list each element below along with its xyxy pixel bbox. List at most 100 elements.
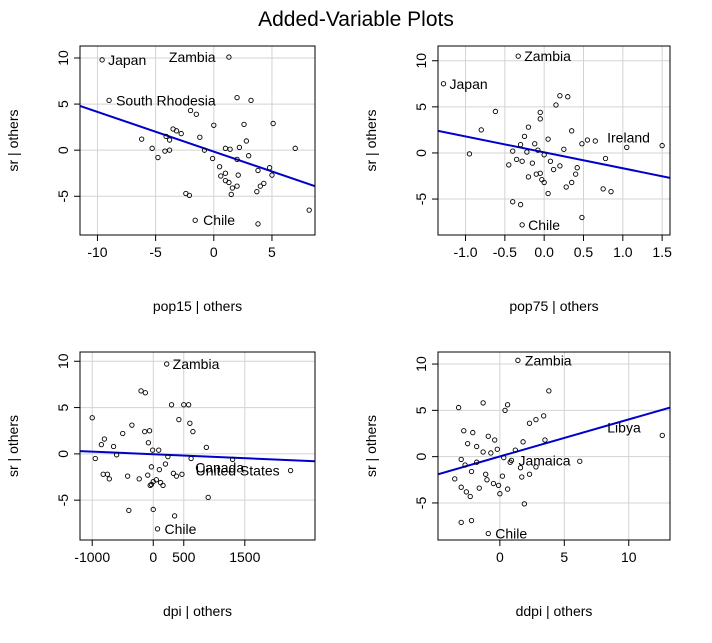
data-point	[110, 443, 117, 450]
point-label: Zambia	[169, 49, 216, 65]
data-point	[507, 459, 513, 465]
data-point	[526, 420, 533, 426]
data-point	[266, 165, 273, 171]
data-point	[138, 388, 144, 394]
data-point	[480, 400, 486, 406]
data-point	[229, 456, 236, 463]
data-point	[162, 148, 168, 154]
y-tick-label: 5	[413, 406, 429, 414]
plot-frame	[437, 45, 671, 236]
point-label: Chile	[165, 521, 197, 537]
data-point	[525, 124, 532, 130]
data-point	[168, 402, 175, 408]
data-point	[584, 137, 591, 143]
data-point	[553, 102, 559, 108]
data-point	[236, 144, 243, 151]
data-point	[466, 151, 473, 157]
point-label: Chile	[528, 217, 560, 233]
point-label: Zambia	[173, 356, 220, 372]
x-tick-label: -5	[149, 244, 162, 260]
data-point	[557, 93, 563, 99]
data-point	[142, 390, 148, 396]
data-point	[211, 122, 217, 128]
data-point	[148, 481, 155, 488]
data-point	[178, 130, 184, 137]
data-point	[226, 179, 232, 186]
data-point	[170, 470, 177, 476]
point-label: Zambia	[525, 352, 572, 368]
data-point	[153, 477, 159, 483]
x-tick-label: -1000	[74, 549, 110, 565]
data-point	[495, 482, 502, 489]
data-point	[480, 449, 486, 455]
data-point	[139, 136, 145, 142]
data-point	[474, 443, 480, 450]
data-point	[145, 472, 151, 478]
x-tick-label: -1.0	[453, 244, 477, 260]
data-point	[254, 189, 260, 195]
point-label: Jamaica	[518, 452, 570, 468]
data-point	[519, 474, 525, 480]
y-axis-label: sr | others	[5, 415, 21, 477]
data-point	[533, 416, 539, 423]
y-tick-label: 10	[413, 356, 429, 372]
x-tick-label: 5	[560, 549, 568, 565]
data-point	[464, 441, 471, 447]
point-label: Ireland	[607, 130, 650, 146]
data-point	[98, 441, 105, 448]
data-point	[306, 207, 312, 213]
data-point	[241, 121, 247, 128]
data-point	[222, 170, 229, 176]
data-point	[517, 201, 524, 208]
data-point	[270, 120, 276, 127]
data-point	[467, 493, 473, 500]
y-tick-label: -5	[413, 193, 429, 206]
regression-line	[438, 406, 670, 476]
point-label: Canada	[195, 460, 244, 476]
data-point	[497, 491, 503, 497]
y-tick-label: 10	[413, 53, 429, 69]
data-point	[162, 461, 169, 467]
data-point	[506, 162, 512, 168]
panel-4: Zambia Libya Jamaica Chile 0 5 10 -5 0 5 10 ddpi | …	[363, 351, 671, 619]
x-axis-label: pop75 | others	[509, 298, 598, 314]
data-point	[187, 420, 193, 426]
data-point	[287, 467, 294, 474]
data-point	[129, 422, 135, 428]
data-point	[547, 158, 554, 164]
data-point	[533, 464, 539, 470]
y-tick-label: 0	[413, 149, 429, 157]
data-point	[524, 149, 530, 155]
data-point	[474, 459, 480, 465]
data-point	[227, 146, 233, 152]
data-point	[504, 402, 511, 408]
x-tick-label: 0	[496, 549, 504, 565]
y-tick-label: 5	[55, 403, 71, 411]
data-point	[150, 506, 156, 513]
data-point	[502, 407, 508, 413]
data-point	[148, 464, 155, 470]
data-point	[659, 142, 665, 149]
data-point	[452, 476, 458, 482]
point-label: United States	[196, 463, 280, 479]
data-point	[565, 94, 571, 100]
data-point	[574, 165, 580, 171]
data-point	[533, 171, 539, 177]
data-point	[510, 148, 516, 154]
data-point	[120, 430, 126, 437]
y-axis-label: sr | others	[5, 110, 21, 172]
data-point	[600, 186, 606, 192]
data-point	[542, 437, 548, 443]
y-axis-label: sr | others	[363, 415, 379, 477]
data-point	[228, 191, 234, 198]
x-tick-label: -10	[87, 244, 107, 260]
data-point	[126, 507, 132, 514]
data-point	[149, 447, 156, 453]
y-axis-label: sr | others	[363, 110, 379, 172]
data-point	[156, 447, 162, 453]
data-point	[545, 190, 551, 197]
data-point	[209, 155, 216, 162]
data-point	[160, 482, 166, 489]
